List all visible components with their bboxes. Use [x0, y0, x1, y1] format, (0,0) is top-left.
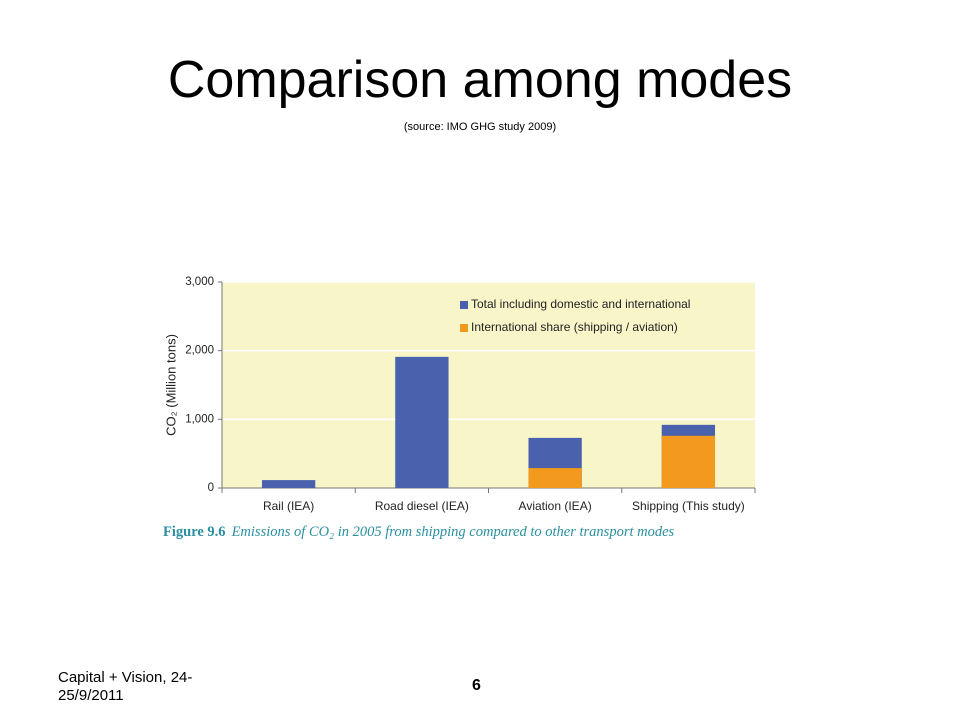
x-tick-label: Rail (IEA) — [263, 499, 314, 513]
legend-swatch — [460, 324, 468, 332]
y-tick-label: 3,000 — [185, 276, 214, 288]
legend-swatch — [460, 301, 468, 309]
footer: Capital + Vision, 24-25/9/2011 — [58, 669, 193, 704]
y-tick-label: 2,000 — [185, 345, 214, 357]
bar — [261, 480, 316, 488]
bar — [661, 435, 716, 488]
y-axis-title: CO₂ (Million tons) — [163, 334, 178, 436]
figure-caption: Figure 9.6 Emissions of CO₂ in 2005 from … — [163, 524, 674, 541]
legend-label: Total including domestic and internation… — [471, 297, 690, 311]
bar — [395, 356, 449, 488]
y-tick-label: 0 — [208, 482, 214, 494]
slide-subtitle: (source: IMO GHG study 2009) — [403, 121, 557, 133]
y-tick-label: 1,000 — [185, 413, 214, 425]
page-number: 6 — [472, 677, 481, 694]
x-tick-label: Road diesel (IEA) — [375, 499, 469, 513]
slide-title: Comparison among modes — [167, 51, 793, 109]
x-tick-label: Shipping (This study) — [632, 499, 745, 513]
bar — [528, 468, 582, 488]
figure-label: Figure 9.6 — [163, 524, 226, 540]
x-tick-label: Aviation (IEA) — [519, 499, 592, 513]
caption-text: Emissions of CO₂ in 2005 from shipping c… — [231, 524, 675, 540]
legend-label: International share (shipping / aviation… — [471, 320, 678, 334]
